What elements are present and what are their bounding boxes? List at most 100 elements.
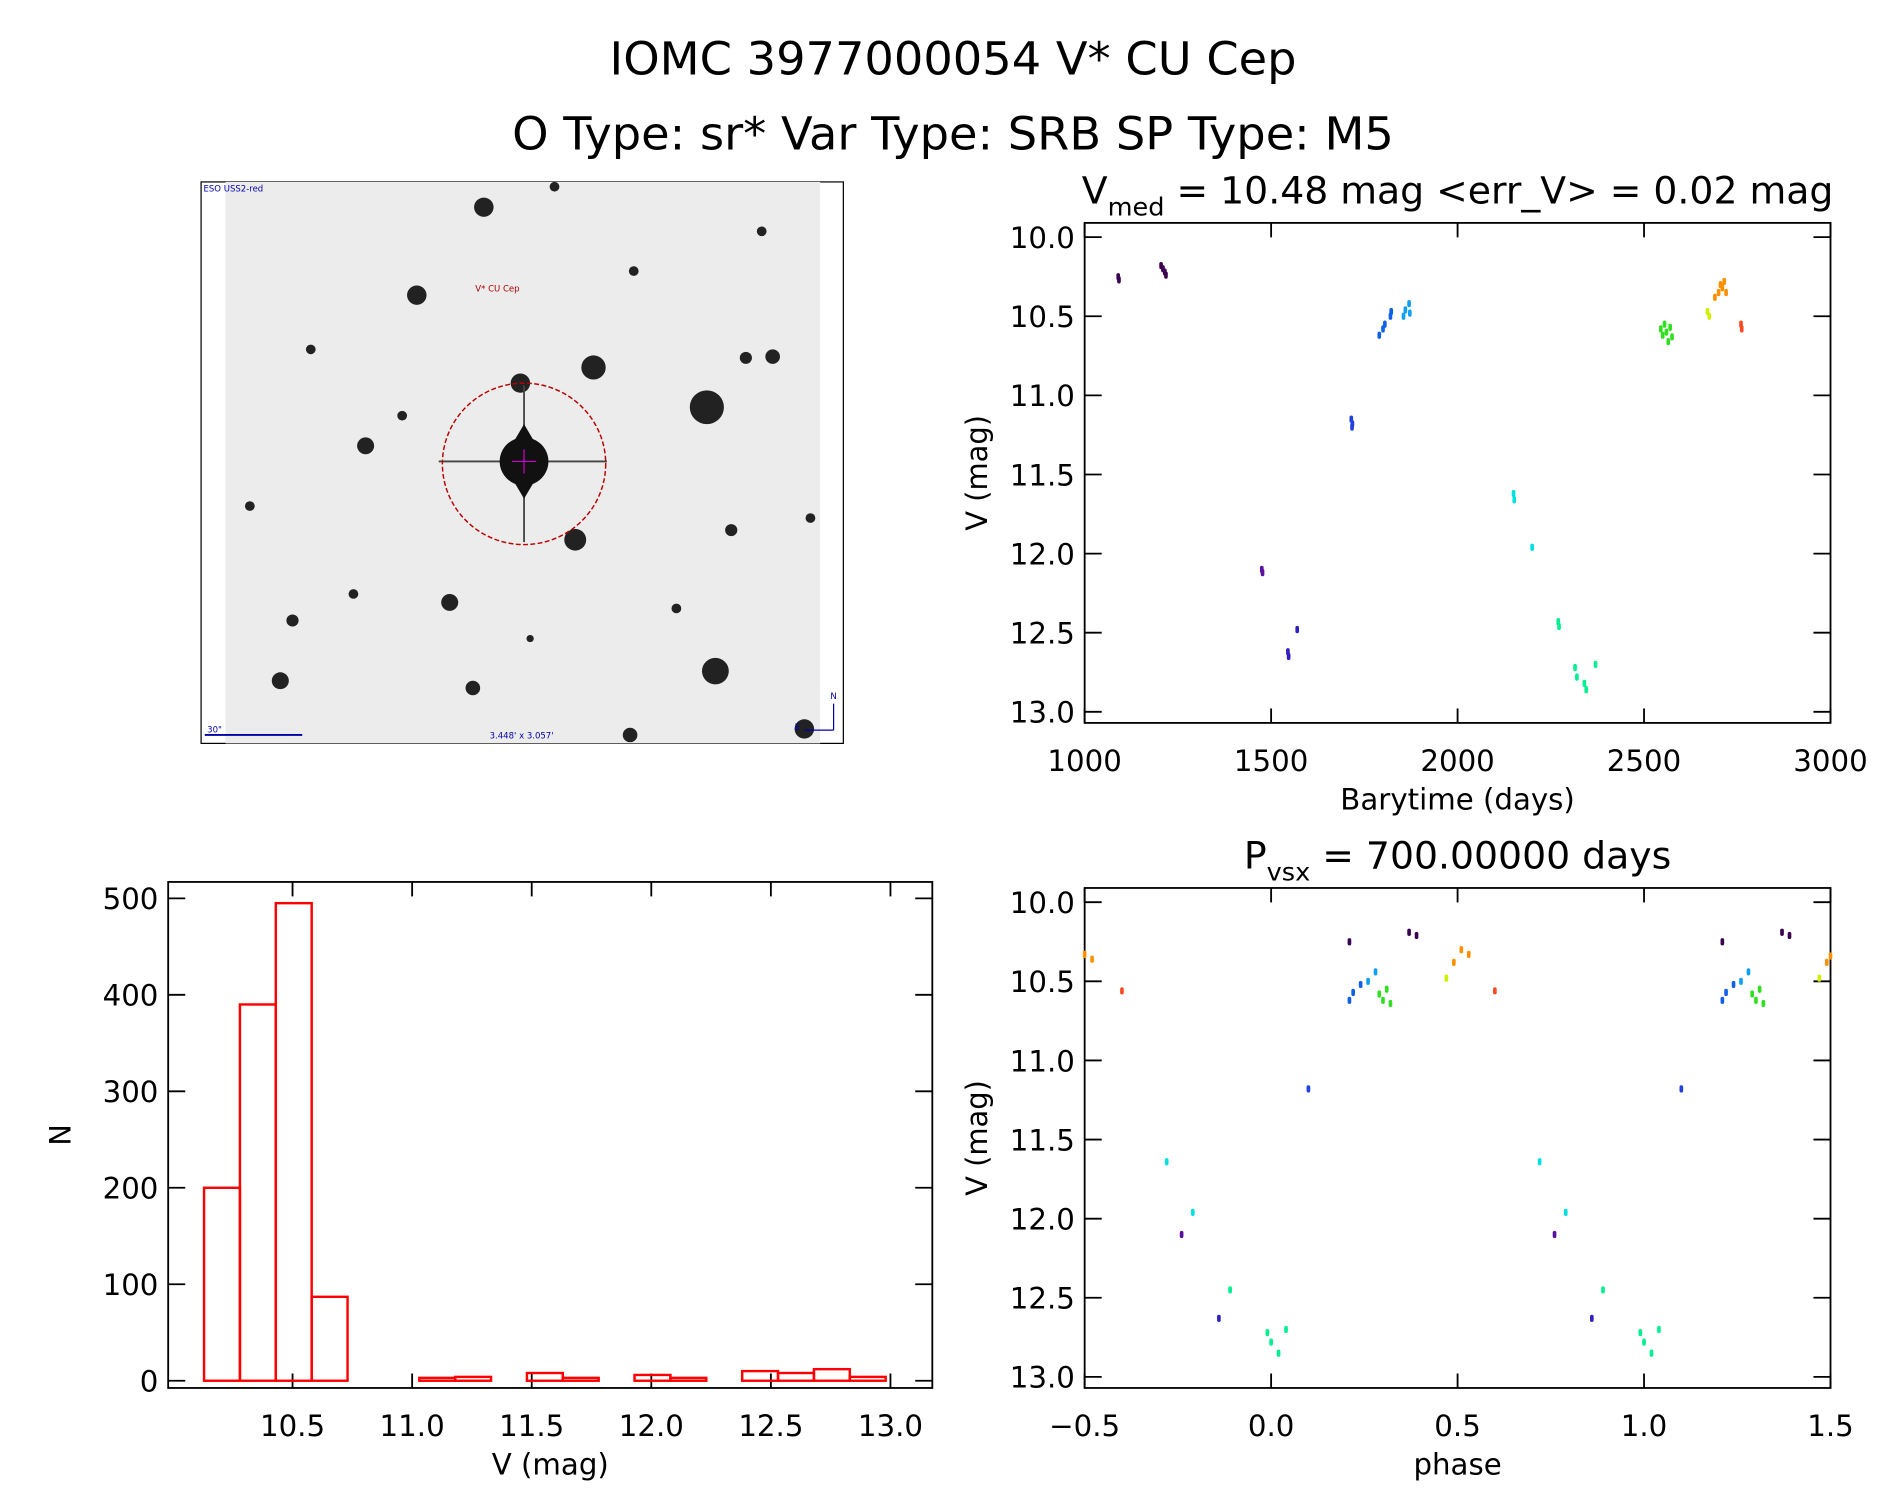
title-subscript: vsx <box>1267 857 1311 887</box>
data-point <box>1530 543 1534 551</box>
sky-image: ESO USS2-red V* CU Cep 30" 3.448' x 3.05… <box>200 181 844 744</box>
x-axis-label: phase <box>1413 1448 1501 1482</box>
data-point <box>1389 307 1394 316</box>
y-tick-label: 10.0 <box>1010 221 1075 255</box>
histogram-bar <box>418 1376 457 1382</box>
data-point <box>1117 276 1121 284</box>
y-tick-label: 300 <box>103 1075 159 1109</box>
data-point <box>1373 968 1378 976</box>
histogram-bar <box>561 1376 600 1382</box>
x-tick-label: 13.0 <box>858 1409 923 1443</box>
data-point <box>1403 306 1408 314</box>
data-point <box>1082 950 1087 959</box>
data-point <box>1164 271 1168 279</box>
histogram-bar <box>812 1367 852 1382</box>
data-point <box>1724 988 1728 997</box>
y-tick-label: 0 <box>140 1365 159 1399</box>
data-point <box>1757 985 1762 993</box>
x-tick-label: 2500 <box>1607 744 1681 778</box>
y-axis-label: V (mag) <box>960 415 994 531</box>
data-point <box>1739 977 1743 985</box>
data-point <box>1824 958 1829 966</box>
data-point <box>1269 1338 1273 1346</box>
data-point <box>1575 673 1579 681</box>
data-point <box>1563 1208 1568 1216</box>
data-point <box>1090 955 1094 963</box>
data-point <box>1601 1286 1605 1294</box>
data-point <box>1573 663 1577 672</box>
y-tick-label: 11.0 <box>1010 379 1075 413</box>
data-point <box>1731 980 1736 989</box>
figure-subtitle: O Type: sr* Var Type: SRB SP Type: M5 <box>512 107 1394 161</box>
data-point <box>1662 320 1667 328</box>
data-point <box>1720 996 1725 1004</box>
data-point <box>1306 1085 1311 1093</box>
data-point <box>1388 999 1393 1008</box>
data-point <box>1664 328 1669 336</box>
histogram-bar <box>740 1369 780 1382</box>
y-tick-label: 10.5 <box>1010 965 1075 999</box>
y-tick-label: 12.0 <box>1010 538 1075 572</box>
y-tick-label: 12.5 <box>1010 1282 1075 1316</box>
y-tick-label: 12.0 <box>1010 1203 1075 1237</box>
title-rest: = 700.00000 days <box>1310 834 1671 878</box>
east-label: E <box>795 722 800 732</box>
y-axis-label: V (mag) <box>960 1080 994 1196</box>
x-tick-label: 11.0 <box>380 1409 445 1443</box>
data-point <box>1750 990 1755 998</box>
title-main: V <box>1082 169 1108 213</box>
data-point <box>1780 928 1784 936</box>
data-point <box>1260 568 1265 577</box>
data-point <box>1668 323 1672 331</box>
data-point <box>1584 686 1589 694</box>
data-point <box>1582 679 1587 687</box>
data-point <box>1739 325 1744 333</box>
scale-label: 30" <box>207 725 222 735</box>
x-tick-label: 12.0 <box>619 1409 684 1443</box>
histogram-bar <box>202 1186 242 1382</box>
y-tick-label: 11.0 <box>1010 1044 1075 1078</box>
x-tick-label: 1500 <box>1234 744 1308 778</box>
data-point <box>1642 1338 1646 1346</box>
histogram-bar <box>848 1375 887 1382</box>
y-tick-label: 100 <box>103 1268 159 1302</box>
data-point <box>1707 312 1712 320</box>
data-point <box>1295 625 1300 634</box>
y-tick-label: 13.0 <box>1010 1361 1075 1395</box>
histogram-bar <box>238 1003 278 1382</box>
y-tick-label: 400 <box>103 979 159 1013</box>
histogram-bar <box>453 1375 493 1382</box>
data-point <box>1459 946 1464 954</box>
histogram-bar <box>776 1371 816 1382</box>
data-point <box>1120 987 1124 995</box>
stars <box>244 181 816 743</box>
data-point <box>1493 987 1497 995</box>
data-point <box>1190 1208 1195 1216</box>
figure-title: IOMC 3977000054 V* CU Cep <box>610 32 1297 86</box>
plot-title: Pvsx = 700.00000 days <box>1244 834 1671 887</box>
data-point <box>1286 652 1291 661</box>
data-point <box>1414 931 1419 940</box>
data-point <box>1347 938 1352 946</box>
data-point <box>1716 288 1721 297</box>
y-tick-label: 500 <box>103 882 159 916</box>
histogram-bar <box>274 901 313 1382</box>
data-point <box>1351 988 1355 997</box>
y-tick-label: 12.5 <box>1010 617 1075 651</box>
data-point <box>1381 996 1385 1004</box>
data-point <box>1350 420 1355 428</box>
data-point <box>1761 999 1766 1008</box>
x-tick-label: −0.5 <box>1049 1409 1120 1443</box>
data-point <box>1228 1286 1232 1294</box>
data-point <box>1444 974 1449 982</box>
data-point <box>1754 996 1758 1004</box>
data-point <box>1593 660 1598 668</box>
y-axis-label: N <box>44 1124 78 1146</box>
data-point <box>1713 293 1717 301</box>
data-point <box>1511 489 1516 498</box>
data-point <box>1466 950 1471 959</box>
axes-frame <box>1083 221 1832 724</box>
data-point <box>1724 288 1728 297</box>
x-tick-label: 0.0 <box>1248 1409 1295 1443</box>
data-point <box>1358 980 1363 989</box>
